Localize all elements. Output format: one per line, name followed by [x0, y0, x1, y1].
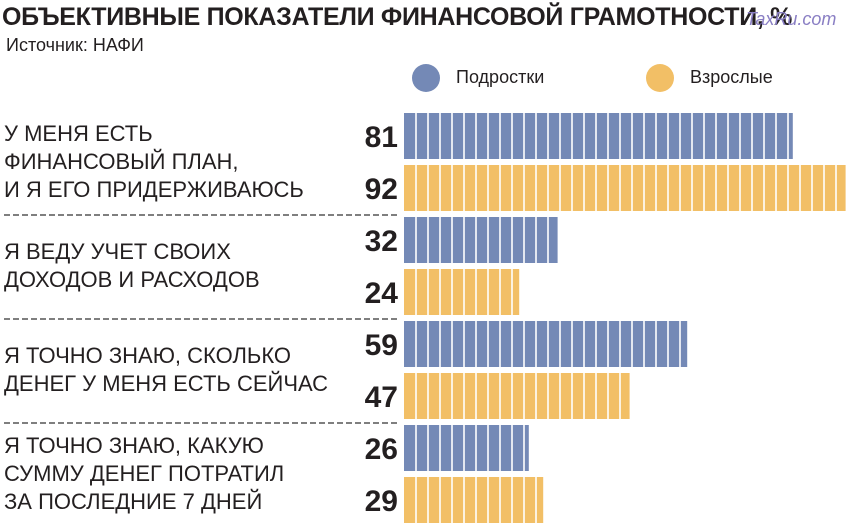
value-label-adults: 24: [365, 277, 399, 310]
category-label-line: ЗА ПОСЛЕДНИЕ 7 ДНЕЙ: [4, 489, 262, 514]
bar-adults: [404, 477, 544, 523]
legend-label-adults: Взрослые: [690, 67, 773, 87]
value-label-teens: 32: [365, 225, 398, 258]
bar-teens: [404, 217, 558, 263]
value-label-adults: 92: [365, 173, 398, 206]
category-label-line: ФИНАНСОВЫЙ ПЛАН,: [4, 149, 239, 174]
value-label-teens: 26: [365, 433, 398, 466]
category-label-line: Я ТОЧНО ЗНАЮ, КАКУЮ: [4, 433, 264, 458]
source-note: Источник: НАФИ: [6, 35, 144, 55]
value-label-teens: 59: [365, 329, 398, 362]
category-label-line: Я ВЕДУ УЧЕТ СВОИХ: [4, 239, 231, 264]
bar-adults: [404, 165, 846, 211]
chart-title: ОБЪЕКТИВНЫЕ ПОКАЗАТЕЛИ ФИНАНСОВОЙ ГРАМОТ…: [2, 3, 793, 31]
legend-swatch-teens: [412, 64, 440, 92]
bar-teens: [404, 113, 793, 159]
category-label-line: СУММУ ДЕНЕГ ПОТРАТИЛ: [4, 461, 284, 486]
value-label-adults: 47: [365, 381, 398, 414]
value-label-teens: 81: [365, 121, 398, 154]
bar-adults: [404, 373, 630, 419]
category-label-line: Я ТОЧНО ЗНАЮ, СКОЛЬКО: [4, 343, 291, 368]
legend-swatch-adults: [646, 64, 674, 92]
bar-teens: [404, 425, 529, 471]
category-label-line: У МЕНЯ ЕСТЬ: [4, 121, 153, 146]
bar-adults: [404, 269, 520, 315]
category-label-line: ДОХОДОВ И РАСХОДОВ: [4, 267, 260, 292]
value-label-adults: 29: [365, 485, 398, 518]
category-label-line: И Я ЕГО ПРИДЕРЖИВАЮСЬ: [4, 177, 304, 202]
category-label-line: ДЕНЕГ У МЕНЯ ЕСТЬ СЕЙЧАС: [4, 371, 328, 396]
watermark: TaxRu.com: [746, 9, 837, 29]
legend-label-teens: Подростки: [456, 67, 545, 87]
